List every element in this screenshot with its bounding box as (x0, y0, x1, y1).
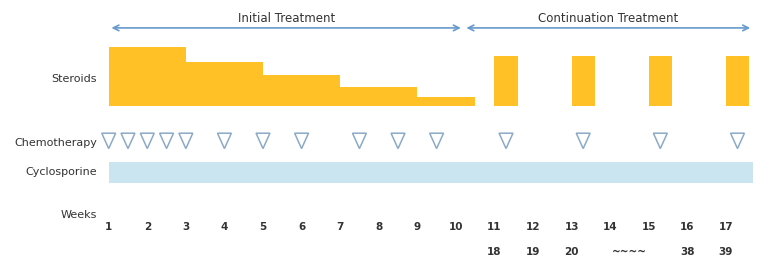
Bar (263, 75, 340, 106)
Text: Continuation Treatment: Continuation Treatment (538, 12, 679, 25)
Text: 9: 9 (413, 222, 421, 232)
Bar (108, 47, 186, 106)
Text: 18: 18 (488, 247, 502, 257)
Bar (340, 87, 417, 106)
Bar (649, 56, 672, 106)
Text: 8: 8 (375, 222, 382, 232)
Bar (108, 162, 753, 183)
Text: 15: 15 (641, 222, 656, 232)
Text: 1: 1 (105, 222, 112, 232)
Text: 3: 3 (183, 222, 190, 232)
Text: 10: 10 (448, 222, 463, 232)
Text: ~~~~: ~~~~ (612, 247, 647, 257)
Text: Steroids: Steroids (51, 74, 98, 84)
Text: 14: 14 (603, 222, 618, 232)
Text: Cyclosporine: Cyclosporine (26, 167, 98, 177)
Text: 7: 7 (336, 222, 344, 232)
Text: 6: 6 (298, 222, 305, 232)
Text: 11: 11 (488, 222, 502, 232)
Text: 20: 20 (565, 247, 579, 257)
Text: 4: 4 (221, 222, 228, 232)
Text: 16: 16 (680, 222, 694, 232)
Text: 17: 17 (718, 222, 733, 232)
Text: 12: 12 (526, 222, 541, 232)
Text: 2: 2 (144, 222, 151, 232)
Text: 38: 38 (680, 247, 694, 257)
Text: Weeks: Weeks (61, 210, 98, 220)
Text: 13: 13 (565, 222, 579, 232)
Text: Chemotherapy: Chemotherapy (14, 138, 98, 148)
Bar (186, 62, 263, 106)
Text: 19: 19 (526, 247, 541, 257)
Text: Initial Treatment: Initial Treatment (238, 12, 335, 25)
Bar (572, 56, 595, 106)
Bar (726, 56, 749, 106)
Bar (417, 97, 475, 106)
Text: 5: 5 (260, 222, 267, 232)
Text: 39: 39 (718, 247, 733, 257)
Bar (495, 56, 518, 106)
